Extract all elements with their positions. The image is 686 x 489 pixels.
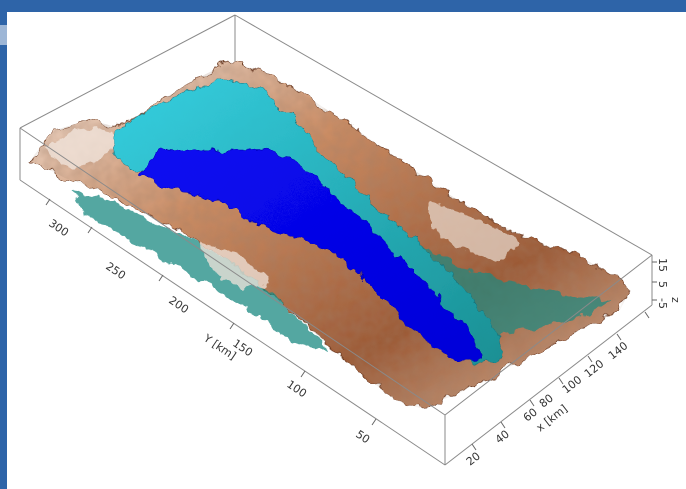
bounding-box-front (19, 127, 653, 466)
bounding-box-back (19, 14, 653, 256)
x-tick-label: 40 (493, 428, 512, 447)
y-tick-label: 50 (353, 428, 372, 447)
z-axis-label: z (669, 297, 682, 303)
y-tick-label: 300 (46, 217, 71, 240)
y-tick-label: 250 (103, 260, 128, 283)
deep-water-body (139, 147, 483, 363)
x-tick-label: 120 (582, 357, 607, 380)
x-tick-label: 100 (560, 373, 585, 396)
x-axis-label: x [km] (534, 402, 570, 434)
z-tick-label: -5 (656, 298, 669, 309)
x-tick-label: 20 (464, 450, 483, 469)
z-axis: 15 5 -5 z (652, 258, 682, 309)
window-left-edge (0, 0, 7, 489)
x-tick-label: 140 (606, 339, 631, 362)
y-axis-label: Y [km] (200, 331, 238, 362)
y-tick-label: 100 (284, 378, 309, 401)
z-tick-label: 5 (656, 281, 669, 288)
z-tick-label: 15 (656, 258, 669, 272)
window-top-edge (0, 0, 686, 12)
y-tick-label: 200 (166, 294, 191, 317)
x-tick-label: 80 (537, 392, 556, 411)
